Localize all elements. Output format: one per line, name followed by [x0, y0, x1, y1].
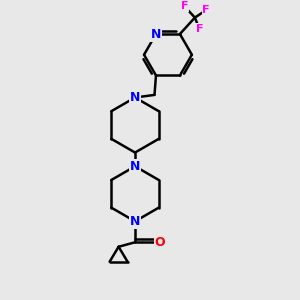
Text: F: F	[202, 5, 210, 15]
Text: F: F	[196, 24, 203, 34]
Text: N: N	[130, 160, 140, 173]
Text: N: N	[130, 215, 140, 228]
Text: N: N	[130, 91, 140, 104]
Text: F: F	[181, 1, 188, 11]
Text: N: N	[151, 28, 161, 40]
Text: O: O	[155, 236, 166, 249]
